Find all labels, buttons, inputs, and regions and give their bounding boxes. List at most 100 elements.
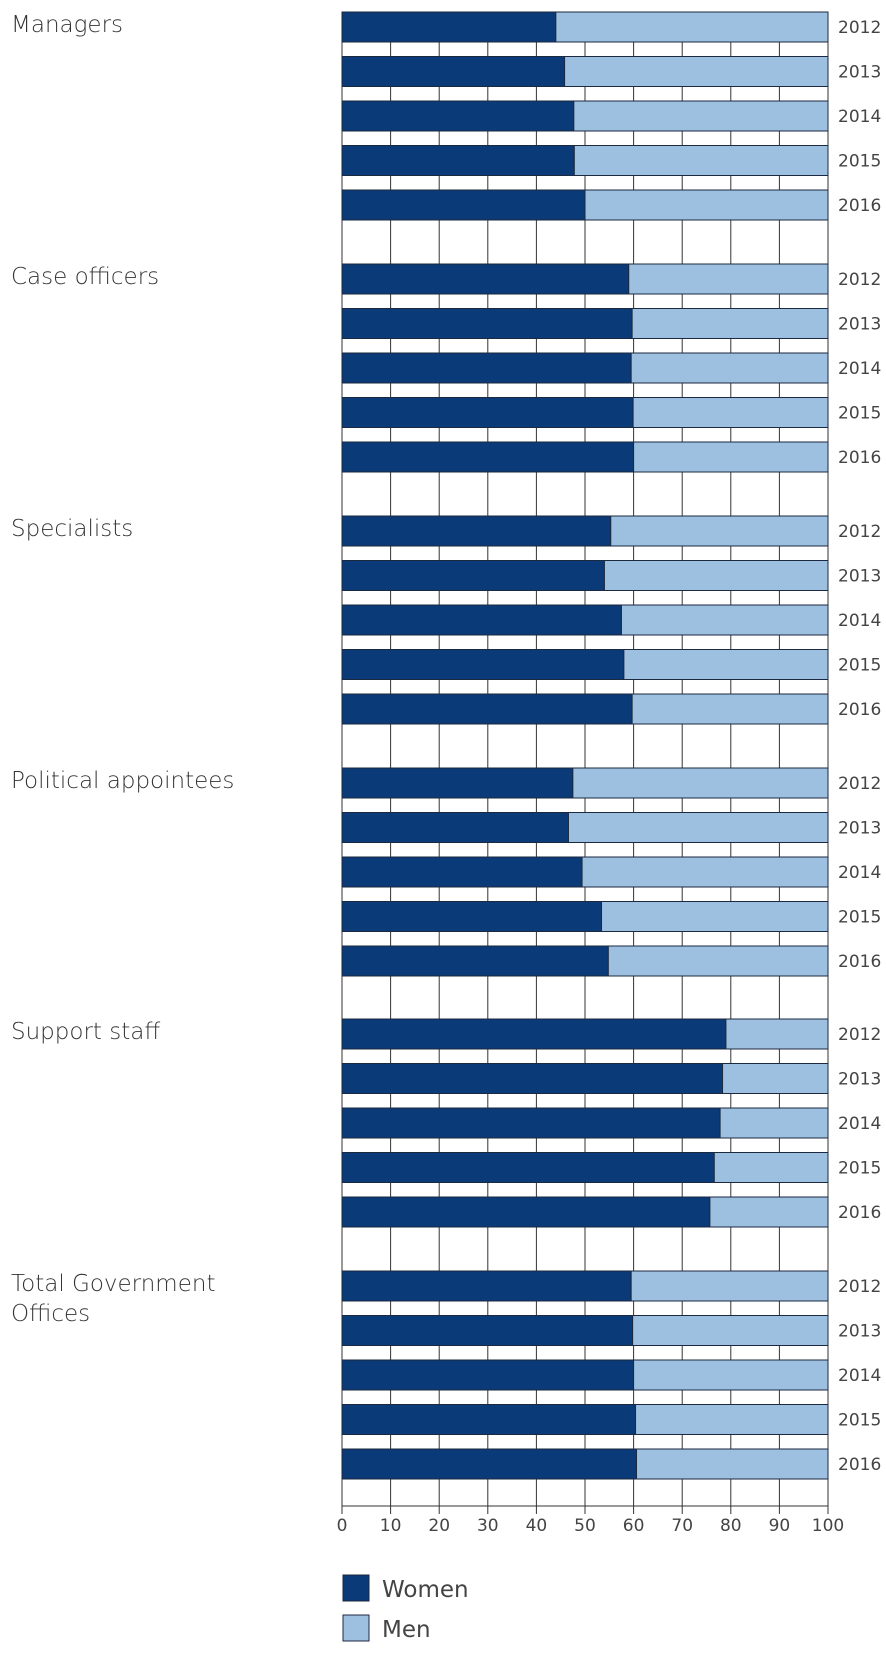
year-label: 2012	[838, 1277, 881, 1297]
bar-men	[709, 1196, 829, 1228]
bar-men	[584, 189, 829, 221]
bar-men	[573, 145, 829, 176]
group-label: Offices	[11, 1301, 90, 1327]
bar-men	[623, 649, 829, 680]
bar-women	[341, 767, 574, 799]
bar-women	[341, 397, 634, 428]
x-tick-label: 40	[526, 1516, 548, 1536]
bar-women	[341, 1270, 632, 1302]
bar-women	[341, 1018, 727, 1050]
year-label: 2012	[838, 270, 881, 290]
bar-men	[633, 1359, 829, 1391]
year-label: 2013	[838, 1322, 881, 1342]
year-label: 2016	[838, 448, 881, 468]
year-label: 2014	[838, 1114, 881, 1134]
bar-men	[620, 604, 829, 636]
group-label: Political appointees	[11, 768, 234, 794]
bar-women	[341, 441, 635, 473]
year-label: 2014	[838, 359, 881, 379]
year-label: 2013	[838, 1070, 881, 1090]
x-tick-label: 20	[428, 1516, 450, 1536]
bar-women	[341, 1448, 638, 1480]
year-label: 2016	[838, 1455, 881, 1475]
group-label: Managers	[11, 12, 123, 38]
year-label: 2013	[838, 819, 881, 839]
year-label: 2016	[838, 700, 881, 720]
bar-women	[341, 812, 569, 843]
bar-men	[555, 11, 829, 43]
bar-men	[631, 693, 829, 725]
year-label: 2014	[838, 863, 881, 883]
year-label: 2013	[838, 63, 881, 83]
legend-swatch	[342, 1614, 370, 1642]
bar-women	[341, 1063, 724, 1094]
bar-men	[636, 1448, 829, 1480]
bar-women	[341, 1152, 715, 1183]
bar-women	[341, 515, 612, 547]
bar-women	[341, 145, 575, 176]
bar-men	[632, 1315, 829, 1346]
x-tick-label: 30	[477, 1516, 499, 1536]
bar-men	[719, 1107, 829, 1139]
bar-men	[573, 100, 829, 132]
year-label: 2014	[838, 107, 881, 127]
group-label: Total Government	[11, 1271, 215, 1297]
year-label: 2014	[838, 1366, 881, 1386]
bar-men	[564, 56, 829, 87]
bar-men	[607, 945, 829, 977]
bar-men	[567, 812, 829, 843]
year-label: 2014	[838, 611, 881, 631]
legend-label: Men	[382, 1617, 431, 1643]
year-label: 2015	[838, 404, 881, 424]
year-label: 2012	[838, 1025, 881, 1045]
bar-women	[341, 901, 603, 932]
group-label: Specialists	[11, 516, 133, 542]
bar-women	[341, 604, 622, 636]
x-tick-label: 50	[574, 1516, 596, 1536]
x-tick-label: 90	[769, 1516, 791, 1536]
year-label: 2016	[838, 1203, 881, 1223]
legend: Women Men	[342, 1574, 469, 1643]
bar-women	[341, 11, 557, 43]
group-label: Case officers	[11, 264, 159, 290]
legend-swatch	[342, 1574, 370, 1602]
x-tick-label: 70	[671, 1516, 693, 1536]
bar-men	[628, 263, 829, 295]
bar-women	[341, 1359, 635, 1391]
year-label: 2016	[838, 952, 881, 972]
x-tick-label: 80	[720, 1516, 742, 1536]
bar-women	[341, 352, 632, 384]
bar-women	[341, 945, 609, 977]
labels: Managers 2012 2013 2014 2015 2016 Case officer…	[11, 12, 881, 1475]
year-label: 2013	[838, 315, 881, 335]
bar-men	[601, 901, 829, 932]
bar-men	[631, 308, 829, 339]
year-label: 2013	[838, 567, 881, 587]
bar-men	[630, 1270, 829, 1302]
group-label: Support staff	[11, 1019, 160, 1045]
bar-men	[630, 352, 829, 384]
year-label: 2015	[838, 908, 881, 928]
year-label: 2015	[838, 1411, 881, 1431]
bars	[341, 11, 829, 1480]
x-tick-label: 0	[337, 1516, 348, 1536]
bar-women	[341, 189, 586, 221]
year-label: 2015	[838, 152, 881, 172]
bar-women	[341, 560, 605, 591]
bar-men	[603, 560, 829, 591]
bar-men	[725, 1018, 829, 1050]
bar-women	[341, 649, 625, 680]
x-axis: 0 10 20 30 40 50 60 70 80 90 100	[337, 1505, 844, 1536]
bar-men	[713, 1152, 829, 1183]
x-tick-label: 100	[812, 1516, 844, 1536]
bar-men	[635, 1404, 829, 1435]
bar-women	[341, 856, 583, 888]
x-tick-label: 60	[623, 1516, 645, 1536]
bar-men	[581, 856, 829, 888]
bar-women	[341, 1196, 711, 1228]
year-label: 2015	[838, 656, 881, 676]
year-label: 2012	[838, 18, 881, 38]
bar-women	[341, 308, 633, 339]
bar-women	[341, 56, 566, 87]
